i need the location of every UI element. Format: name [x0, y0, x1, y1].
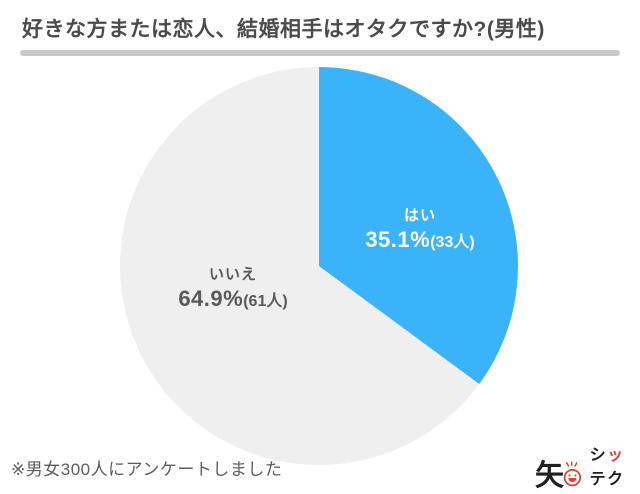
logo-text-part3: テク	[589, 471, 625, 488]
slice-no-percent: 64.9%	[178, 285, 244, 311]
slice-no-value: 64.9%(61人)	[178, 284, 287, 313]
slice-no-count: (61人)	[243, 292, 288, 310]
pie-graphic	[120, 67, 518, 465]
logo-text-part2: ッ	[607, 447, 625, 464]
logo-text: シッテク	[590, 441, 640, 494]
logo-kanji: 矢	[535, 459, 565, 492]
slice-yes-name: はい	[403, 206, 437, 224]
survey-footnote: ※男女300人にアンケートしました	[11, 460, 283, 479]
slice-no-name: いいえ	[208, 265, 258, 283]
smiley-face-icon	[563, 461, 582, 487]
shitteku-logo: 矢 シッテク	[535, 441, 640, 494]
slice-label-yes: はい 35.1%(33人)	[365, 206, 474, 254]
slice-yes-value: 35.1%(33人)	[365, 225, 474, 254]
slice-label-no: いいえ 64.9%(61人)	[178, 265, 287, 313]
slice-yes-count: (33人)	[430, 233, 475, 251]
logo-text-part1: シ	[589, 447, 608, 464]
slice-yes-percent: 35.1%	[365, 226, 431, 252]
title-underline	[20, 50, 620, 56]
page-title: 好きな方または恋人、結婚相手はオタクですか?(男性)	[22, 18, 545, 41]
